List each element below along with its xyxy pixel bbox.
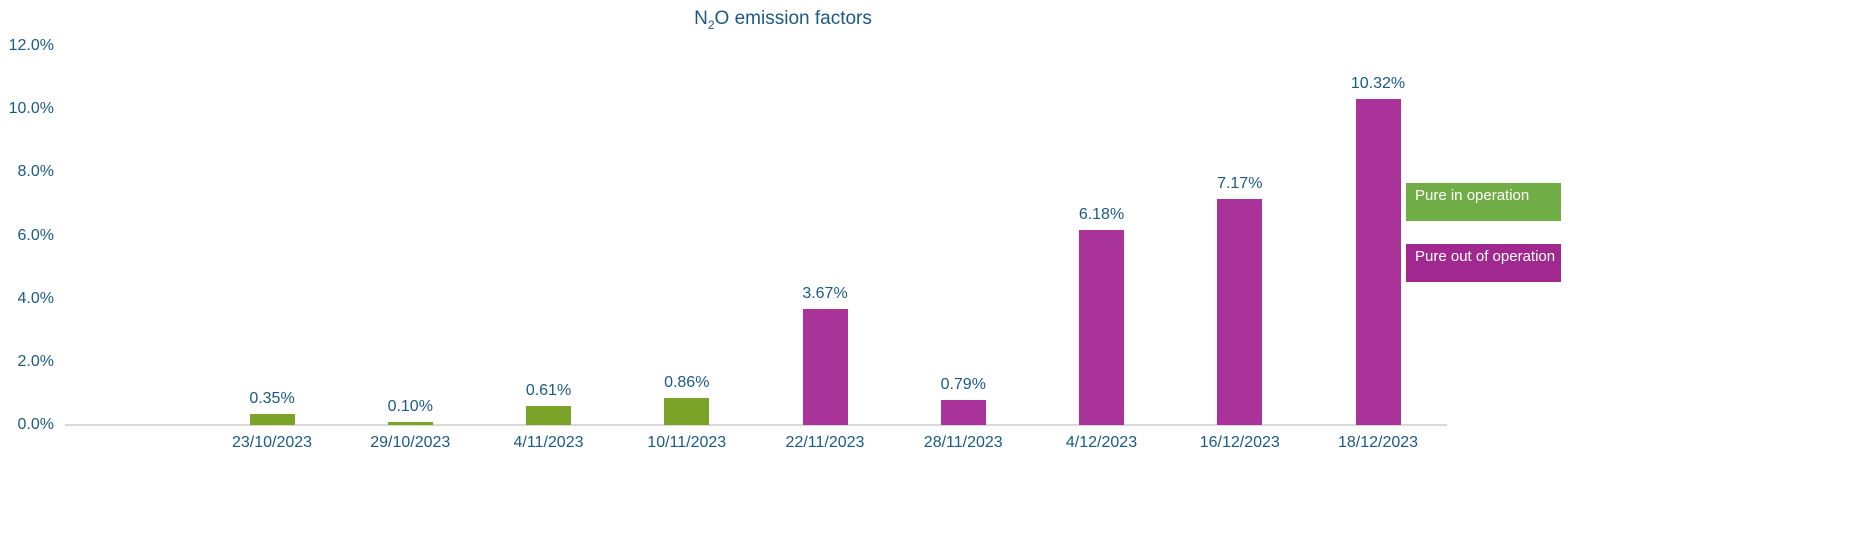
y-tick-label: 4.0% [17, 289, 54, 307]
x-tick-label: 10/11/2023 [647, 434, 727, 451]
data-label: 0.79% [940, 376, 986, 394]
x-axis-line [65, 424, 1447, 426]
legend-item-pure-out-of-operation: Pure out of operation [1406, 244, 1561, 282]
bar [1079, 229, 1124, 425]
bar [1355, 99, 1401, 425]
x-tick-label: 29/10/2023 [370, 434, 451, 451]
data-label: 0.86% [664, 373, 710, 391]
data-label: 0.35% [249, 389, 295, 407]
legend-item-pure-in-operation: Pure in operation [1406, 183, 1561, 221]
y-tick-label: 0.0% [17, 416, 54, 433]
x-tick-label: 28/11/2023 [923, 434, 1003, 451]
y-tick-label: 2.0% [17, 352, 54, 370]
bar [387, 421, 433, 425]
x-tick-label: 18/12/2023 [1337, 434, 1419, 451]
data-label: 6.18% [1078, 205, 1125, 223]
x-tick-label: 4/12/2023 [1065, 434, 1138, 451]
data-label: 0.10% [387, 397, 433, 415]
data-label: 10.32% [1350, 75, 1406, 93]
y-tick-label: 12.0% [8, 37, 54, 54]
bar [940, 400, 986, 425]
data-label: 7.17% [1217, 174, 1263, 192]
chart-title: N2O emission factors [694, 8, 872, 32]
x-tick-label: 23/10/2023 [231, 434, 313, 451]
x-tick-label: 4/11/2023 [513, 434, 584, 451]
y-tick-label: 6.0% [17, 226, 54, 244]
bar [664, 397, 710, 425]
y-tick-label: 8.0% [17, 163, 54, 181]
data-label: 0.61% [525, 381, 572, 399]
legend-label: Pure out of operation [1415, 248, 1556, 265]
x-tick-label: 22/11/2023 [785, 434, 865, 451]
x-tick-label: 16/12/2023 [1199, 434, 1280, 451]
y-tick-label: 10.0% [8, 100, 54, 118]
legend-label: Pure in operation [1415, 187, 1530, 204]
bar [526, 405, 571, 425]
bar [802, 309, 848, 425]
bar [249, 413, 295, 425]
data-label: 3.67% [802, 285, 848, 303]
bar [1217, 198, 1263, 425]
